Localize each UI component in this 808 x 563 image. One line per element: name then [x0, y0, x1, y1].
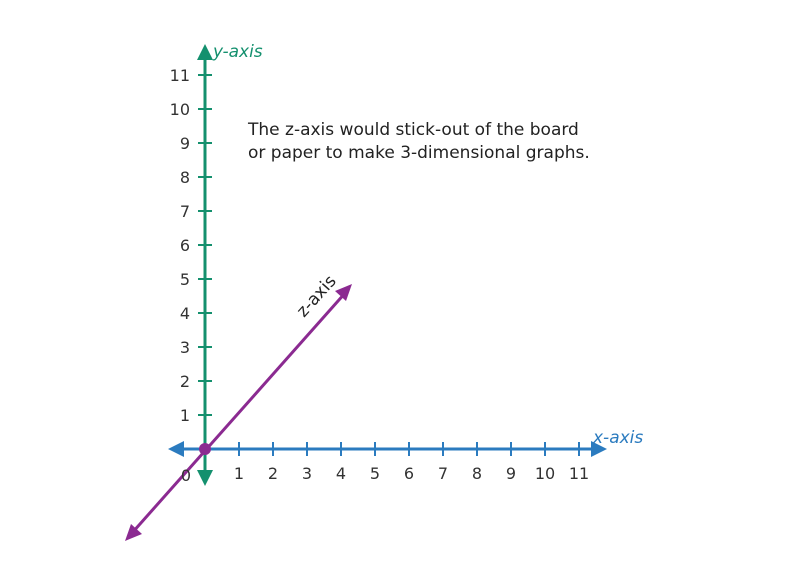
x-tick-label: 5	[370, 464, 380, 483]
y-tick-label: 1	[180, 406, 190, 425]
x-tick-label: 8	[472, 464, 482, 483]
x-axis-arrow-right	[591, 441, 607, 457]
y-axis-arrow-bottom	[197, 470, 213, 486]
y-tick-label: 3	[180, 338, 190, 357]
y-axis-arrow-top	[197, 44, 213, 60]
z-axis-title: z-axis	[293, 271, 341, 321]
x-tick-label: 1	[234, 464, 244, 483]
x-axis-arrow-left	[168, 441, 184, 457]
note-line-2: or paper to make 3-dimensional graphs.	[248, 143, 590, 163]
y-tick-label: 7	[180, 202, 190, 221]
origin-label: 0	[181, 466, 191, 485]
x-tick-label: 3	[302, 464, 312, 483]
y-tick-label: 4	[180, 304, 190, 323]
z-axis-line	[130, 291, 348, 534]
x-tick-label: 11	[569, 464, 589, 483]
y-axis-title: y-axis	[212, 42, 263, 62]
y-tick-label: 8	[180, 168, 190, 187]
x-tick-label: 2	[268, 464, 278, 483]
z-axis-arrow-down	[125, 524, 142, 541]
y-tick-label: 11	[170, 66, 190, 85]
y-tick-label: 10	[170, 100, 190, 119]
z-axis-arrow-up	[335, 284, 352, 301]
origin-point	[199, 443, 211, 455]
x-tick-label: 9	[506, 464, 516, 483]
x-axis: 1 2 3 4 5 6 7 8 9 10 11 x-axis	[168, 428, 643, 483]
y-tick-label: 5	[180, 270, 190, 289]
y-tick-label: 6	[180, 236, 190, 255]
x-tick-label: 6	[404, 464, 414, 483]
y-tick-label: 2	[180, 372, 190, 391]
y-tick-label: 9	[180, 134, 190, 153]
x-tick-label: 7	[438, 464, 448, 483]
x-axis-title: x-axis	[592, 428, 643, 448]
z-axis-note: The z-axis would stick-out of the board …	[248, 119, 648, 165]
note-line-1: The z-axis would stick-out of the board	[248, 120, 579, 140]
z-axis: z-axis	[125, 271, 352, 541]
x-tick-label: 4	[336, 464, 346, 483]
x-tick-label: 10	[535, 464, 555, 483]
